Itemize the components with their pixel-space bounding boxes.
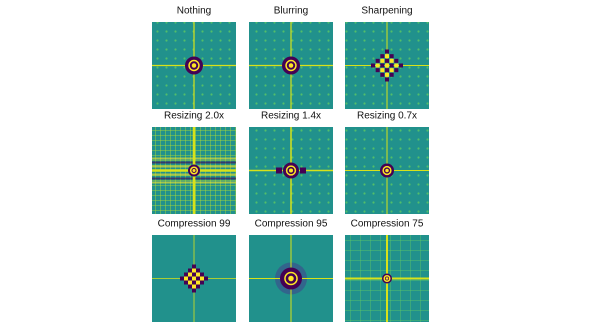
diamond-cell xyxy=(200,272,204,277)
diamond-cell xyxy=(385,54,389,59)
diamond-cell xyxy=(184,276,188,281)
panel-title: Sharpening xyxy=(361,6,412,17)
panel: Nothing xyxy=(152,6,236,109)
diamond-cell xyxy=(371,63,375,68)
blob-core xyxy=(192,169,196,172)
diamond-cell xyxy=(394,58,399,63)
diamond-cell xyxy=(188,280,192,285)
panel: Resizing 1.4x xyxy=(249,111,333,214)
diamond-cell xyxy=(394,63,399,68)
diamond-cell xyxy=(380,72,385,77)
diamond-cell xyxy=(385,58,389,63)
diamond-cell xyxy=(196,268,200,273)
spectrum-image xyxy=(152,235,236,322)
diamond-cell xyxy=(188,276,192,281)
diamond-cell xyxy=(375,68,380,73)
diamond-cell xyxy=(389,72,394,77)
spectrum-image xyxy=(345,127,429,214)
blob-ring xyxy=(285,165,297,176)
diamond-cell xyxy=(188,284,192,289)
diamond-cell xyxy=(196,280,200,285)
diamond-cell xyxy=(389,54,394,59)
blob-ring xyxy=(382,165,392,176)
diamond-cell xyxy=(380,63,385,68)
diamond-cell xyxy=(184,272,188,277)
panel-title: Compression 99 xyxy=(158,219,231,230)
diamond-cell xyxy=(385,49,389,54)
panel: Resizing 0.7x xyxy=(345,111,429,214)
spectrum-image xyxy=(152,127,236,214)
spectrum-image xyxy=(249,127,333,214)
blob-core xyxy=(288,63,294,68)
diamond-cell xyxy=(192,280,196,285)
panel-title: Resizing 2.0x xyxy=(164,111,224,122)
diamond-cell xyxy=(192,276,196,281)
panel-title: Resizing 1.4x xyxy=(261,111,321,122)
panel: Compression 99 xyxy=(152,219,236,322)
panel-title: Compression 95 xyxy=(255,219,328,230)
blob-ring xyxy=(188,59,200,72)
diamond-cell xyxy=(375,58,380,63)
box xyxy=(276,167,282,174)
diamond-cell xyxy=(192,284,196,289)
diamond-cell xyxy=(389,68,394,73)
diamond-cell xyxy=(380,54,385,59)
panel: Blurring xyxy=(249,6,333,109)
diamond-cell xyxy=(192,288,196,293)
panel-title: Nothing xyxy=(177,6,211,17)
diamond-cell xyxy=(196,284,200,289)
diamond-cell xyxy=(380,58,385,63)
diamond-cell xyxy=(192,268,196,273)
diamond-cell xyxy=(188,268,192,273)
diamond-cell xyxy=(389,58,394,63)
diamond-cell xyxy=(180,276,184,281)
blob-ring xyxy=(383,275,391,282)
diamond-cell xyxy=(184,280,188,285)
blob-ring xyxy=(189,166,199,175)
diamond-cell xyxy=(200,280,204,285)
diamond-cell xyxy=(399,63,403,68)
spectrum-image xyxy=(345,235,429,322)
spectrum-image xyxy=(152,22,236,109)
diamond-cell xyxy=(188,272,192,277)
diamond-cell xyxy=(385,77,389,82)
panel: Compression 95 xyxy=(249,219,333,322)
diamond-cell xyxy=(385,72,389,77)
panel: Resizing 2.0x xyxy=(152,111,236,214)
diamond-cell xyxy=(200,276,204,281)
diamond-cell xyxy=(196,272,200,277)
blob-core xyxy=(289,168,293,173)
panel: Sharpening xyxy=(345,6,429,109)
blob-ring xyxy=(285,59,297,72)
blob-core xyxy=(385,168,389,173)
diamond-cell xyxy=(192,264,196,269)
diamond-cell xyxy=(385,63,389,68)
panel: Compression 75 xyxy=(345,219,429,322)
diamond-cell xyxy=(192,272,196,277)
spectrum-image xyxy=(249,22,333,109)
diamond-cell xyxy=(196,276,200,281)
box xyxy=(300,167,306,174)
diamond-cell xyxy=(394,68,399,73)
diamond-cell xyxy=(380,68,385,73)
diamond-cell xyxy=(389,63,394,68)
blob-core xyxy=(385,277,389,280)
spectrum-image xyxy=(345,22,429,109)
diamond-cell xyxy=(385,68,389,73)
panel-title: Resizing 0.7x xyxy=(357,111,417,122)
spectrum-image xyxy=(249,235,333,322)
blob-core xyxy=(288,275,294,282)
blob-core xyxy=(191,63,197,68)
panel-title: Compression 75 xyxy=(351,219,424,230)
blob-ring xyxy=(284,271,298,286)
panel-title: Blurring xyxy=(274,6,308,17)
diamond-cell xyxy=(375,63,380,68)
diamond-cell xyxy=(204,276,208,281)
